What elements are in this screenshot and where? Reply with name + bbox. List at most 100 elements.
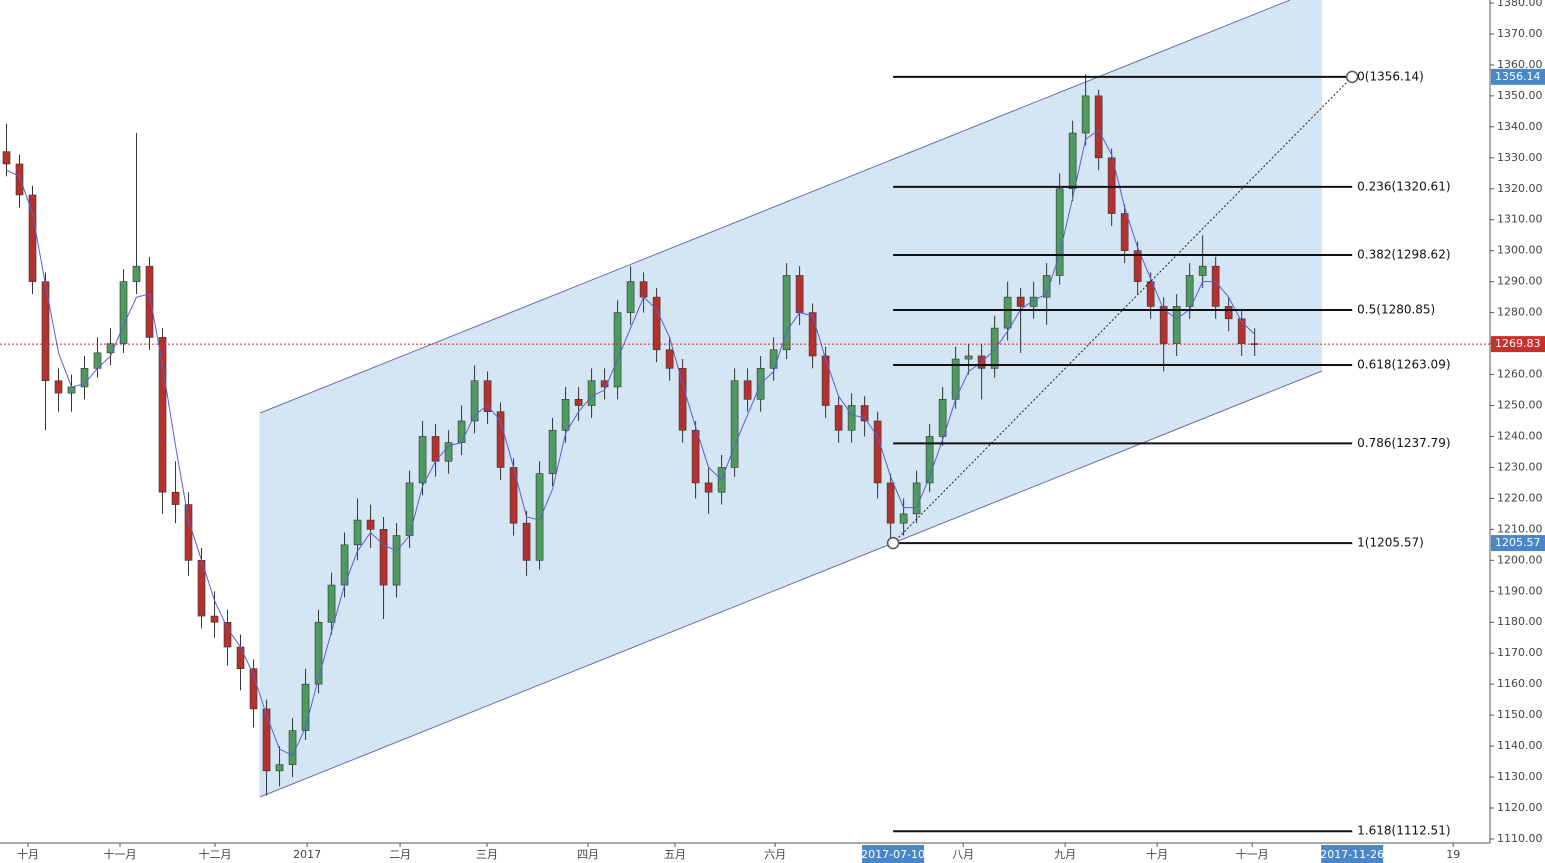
y-tick-label: 1220.00 xyxy=(1497,491,1543,504)
candle-body xyxy=(444,442,453,462)
y-tick-label: 1330.00 xyxy=(1497,151,1543,164)
y-tick-label: 1380.00 xyxy=(1497,0,1543,9)
candle-body xyxy=(990,327,999,369)
fib-price-label: 1205.57 xyxy=(1495,536,1541,549)
fib-label: 0.236(1320.61) xyxy=(1357,179,1450,193)
fib-label: 0.786(1237.79) xyxy=(1357,436,1450,450)
candle-body xyxy=(1224,306,1233,320)
candle-body xyxy=(1185,275,1194,307)
candle-body xyxy=(496,411,505,468)
candle-body xyxy=(860,405,869,422)
y-tick-label: 1320.00 xyxy=(1497,182,1543,195)
x-marker-label: 2017-07-10 xyxy=(861,848,925,861)
fib-trend xyxy=(892,76,1353,544)
y-tick-label: 1230.00 xyxy=(1497,460,1543,473)
candle-body xyxy=(886,482,895,524)
x-tick-label: 十二月 xyxy=(199,847,232,861)
fib-label: 0.618(1263.09) xyxy=(1357,357,1450,371)
channel-upper xyxy=(259,0,1291,414)
candle-body xyxy=(145,265,154,338)
candle-body xyxy=(522,522,531,561)
fib-label: 1.618(1112.51) xyxy=(1357,824,1450,838)
candle-body xyxy=(912,482,921,515)
x-tick-label: 八月 xyxy=(952,848,974,861)
fib-label: 0.382(1298.62) xyxy=(1357,247,1450,261)
candle-body xyxy=(262,708,271,772)
candle-body xyxy=(1055,188,1064,276)
candle-body xyxy=(28,194,37,282)
candle-body xyxy=(223,621,232,648)
candle-body xyxy=(834,405,843,431)
x-tick-label: 2017 xyxy=(293,848,321,861)
candle-body xyxy=(15,163,24,196)
candle-body xyxy=(639,281,648,298)
candle-body xyxy=(925,436,934,484)
candle-body xyxy=(1198,265,1207,276)
x-tick-label: 二月 xyxy=(389,848,411,861)
y-tick-label: 1130.00 xyxy=(1497,770,1543,783)
candle-body xyxy=(1159,306,1168,344)
candle-body xyxy=(132,265,141,282)
candle-body xyxy=(392,535,401,586)
y-tick-label: 1260.00 xyxy=(1497,368,1543,381)
candle-body xyxy=(158,337,167,493)
fib-label: 0(1356.14) xyxy=(1357,69,1424,83)
candle-body xyxy=(327,584,336,623)
fib-price-badge xyxy=(1491,535,1545,552)
x-tick-label: 九月 xyxy=(1054,848,1076,861)
time-axis xyxy=(0,843,1490,863)
candle-body xyxy=(54,380,63,394)
y-tick-label: 1160.00 xyxy=(1497,677,1543,690)
candle-body xyxy=(249,668,258,710)
x-tick-label: 十一月 xyxy=(104,847,137,861)
fib-label: 0.5(1280.85) xyxy=(1357,302,1435,316)
x-tick-label: 十一月 xyxy=(1236,847,1269,861)
candle-body xyxy=(743,380,752,400)
y-tick-label: 1150.00 xyxy=(1497,708,1543,721)
candle-body xyxy=(2,151,11,165)
candle-body xyxy=(431,436,440,462)
y-tick-label: 1190.00 xyxy=(1497,584,1543,597)
candle-body xyxy=(899,513,908,524)
last-price-label: 1269.83 xyxy=(1495,337,1541,350)
price-axis xyxy=(1490,0,1545,863)
overlay: 0(1356.14) 0.236(1320.61) 0.382(1298.62) 0.… xyxy=(0,69,1490,838)
candle-body xyxy=(847,405,856,431)
candle-body xyxy=(873,420,882,484)
y-tick-label: 1200.00 xyxy=(1497,553,1543,566)
candle-body xyxy=(379,529,388,586)
candle-body xyxy=(301,683,310,731)
candle-body xyxy=(665,349,674,369)
candle-body xyxy=(184,504,193,561)
candle-body xyxy=(1146,281,1155,307)
candle-body xyxy=(1107,157,1116,214)
x-tick-label: 五月 xyxy=(664,848,686,861)
candle-body xyxy=(1120,213,1129,251)
candle-body xyxy=(821,355,830,406)
candle-body xyxy=(314,621,323,685)
candle-body xyxy=(782,275,791,351)
y-tick-label: 1140.00 xyxy=(1497,739,1543,752)
candle-body xyxy=(1068,132,1077,190)
candle-body xyxy=(769,349,778,369)
axes: 1380.00 1370.00 1360.00 1350.00 1340.00 1330.… xyxy=(17,0,1545,863)
candle-body xyxy=(535,473,544,561)
x-tick-label: 十月 xyxy=(1146,847,1168,861)
candle-body xyxy=(730,380,739,468)
x-marker-label: 2017-11-26 xyxy=(1320,848,1384,861)
fib-price-label: 1356.14 xyxy=(1495,70,1541,83)
plot xyxy=(2,74,1259,796)
candle-body xyxy=(80,368,89,388)
candle-body xyxy=(1016,296,1025,307)
candle-body xyxy=(457,420,466,443)
last-price-badge xyxy=(1491,336,1545,353)
candle-body xyxy=(1250,343,1259,345)
candle-body xyxy=(1211,265,1220,307)
candle-body xyxy=(600,380,609,388)
y-tick-label: 1370.00 xyxy=(1497,27,1543,40)
x-marker-badge xyxy=(1321,845,1384,863)
fib-price-badge xyxy=(1491,68,1545,85)
candle-body xyxy=(795,275,804,313)
y-tick-label: 1240.00 xyxy=(1497,429,1543,442)
